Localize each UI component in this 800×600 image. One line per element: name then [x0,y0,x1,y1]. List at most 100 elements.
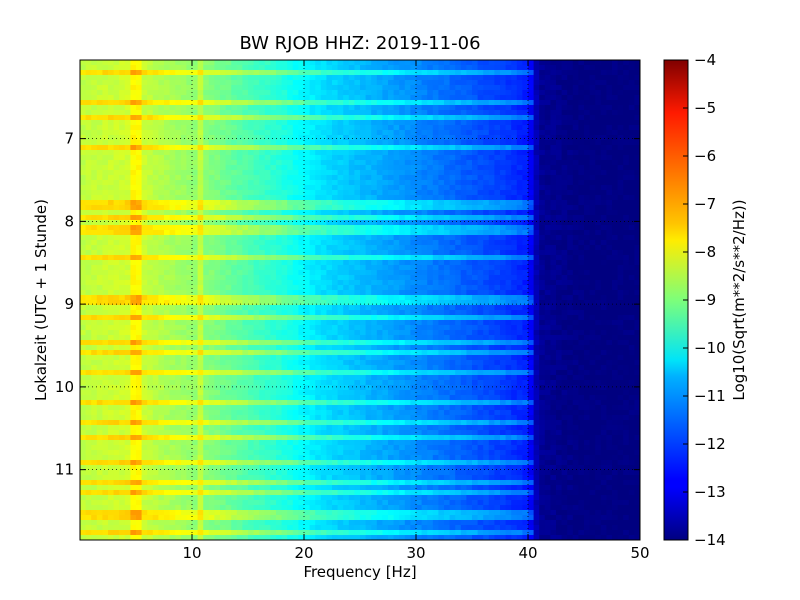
heatmap-cell [516,160,523,166]
heatmap-cell [404,295,411,301]
heatmap-cell [225,185,232,191]
heatmap-cell [337,115,344,121]
heatmap-cell [399,125,406,131]
heatmap-cell [276,290,283,296]
heatmap-cell [315,100,322,106]
heatmap-cell [606,215,613,221]
heatmap-cell [483,125,490,131]
heatmap-cell [539,160,546,166]
heatmap-cell [119,85,126,91]
heatmap-cell [343,205,350,211]
heatmap-cell [186,185,193,191]
heatmap-cell [270,295,277,301]
heatmap-cell [427,140,434,146]
heatmap-cell [416,140,423,146]
heatmap-cell [623,155,630,161]
heatmap-cell [578,165,585,171]
heatmap-cell [376,85,383,91]
heatmap-cell [522,280,529,286]
heatmap-cell [130,60,137,66]
heatmap-cell [124,105,131,111]
heatmap-cell [113,170,120,176]
heatmap-cell [472,130,479,136]
heatmap-cell [292,215,299,221]
heatmap-cell [332,235,339,241]
heatmap-cell [276,180,283,186]
heatmap-cell [141,240,148,246]
heatmap-cell [421,90,428,96]
heatmap-cell [360,305,367,311]
heatmap-cell [186,205,193,211]
heatmap-cell [180,125,187,131]
heatmap-cell [416,115,423,121]
heatmap-cell [332,290,339,296]
heatmap-cell [365,110,372,116]
heatmap-cell [264,80,271,86]
heatmap-cell [449,235,456,241]
heatmap-cell [505,245,512,251]
heatmap-cell [186,305,193,311]
heatmap-cell [85,95,92,101]
heatmap-cell [556,60,563,66]
heatmap-cell [578,125,585,131]
heatmap-cell [130,75,137,81]
heatmap-cell [600,95,607,101]
heatmap-cell [393,260,400,266]
heatmap-cell [466,195,473,201]
heatmap-cell [147,85,154,91]
heatmap-cell [192,270,199,276]
heatmap-cell [477,265,484,271]
heatmap-cell [326,175,333,181]
heatmap-cell [477,295,484,301]
heatmap-cell [561,230,568,236]
heatmap-cell [449,210,456,216]
heatmap-cell [214,90,221,96]
heatmap-cell [203,95,210,101]
heatmap-cell [186,180,193,186]
heatmap-cell [337,175,344,181]
heatmap-cell [124,285,131,291]
heatmap-cell [544,190,551,196]
heatmap-cell [91,130,98,136]
heatmap-cell [287,225,294,231]
heatmap-cell [550,90,557,96]
heatmap-cell [102,190,109,196]
heatmap-cell [80,115,87,121]
heatmap-cell [141,230,148,236]
heatmap-cell [634,170,640,176]
heatmap-cell [192,275,199,281]
heatmap-cell [488,155,495,161]
heatmap-cell [472,210,479,216]
heatmap-cell [427,190,434,196]
heatmap-cell [444,215,451,221]
heatmap-cell [572,105,579,111]
heatmap-cell [225,305,232,311]
heatmap-cell [472,160,479,166]
heatmap-cell [623,285,630,291]
heatmap-cell [376,205,383,211]
heatmap-cell [634,290,640,296]
heatmap-cell [606,60,613,66]
heatmap-cell [544,240,551,246]
heatmap-cell [567,285,574,291]
heatmap-cell [516,145,523,151]
heatmap-cell [623,65,630,71]
heatmap-cell [466,65,473,71]
heatmap-cell [169,185,176,191]
heatmap-cell [584,200,591,206]
heatmap-cell [483,245,490,251]
heatmap-cell [130,150,137,156]
heatmap-cell [253,200,260,206]
heatmap-cell [365,70,372,76]
heatmap-cell [404,170,411,176]
heatmap-cell [287,135,294,141]
heatmap-cell [427,110,434,116]
heatmap-cell [264,100,271,106]
heatmap-cell [371,130,378,136]
heatmap-cell [483,255,490,261]
heatmap-cell [578,155,585,161]
heatmap-cell [85,205,92,211]
heatmap-cell [533,155,540,161]
heatmap-cell [595,250,602,256]
heatmap-cell [393,85,400,91]
